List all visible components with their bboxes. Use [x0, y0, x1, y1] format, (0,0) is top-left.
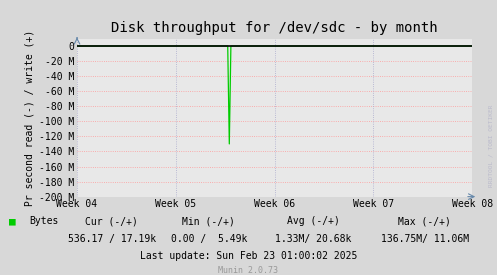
Text: 0.00 /  5.49k: 0.00 / 5.49k [170, 234, 247, 244]
Text: Munin 2.0.73: Munin 2.0.73 [219, 266, 278, 274]
Text: Last update: Sun Feb 23 01:00:02 2025: Last update: Sun Feb 23 01:00:02 2025 [140, 251, 357, 261]
Y-axis label: Pr second read (-) / write (+): Pr second read (-) / write (+) [25, 29, 35, 206]
Title: Disk throughput for /dev/sdc - by month: Disk throughput for /dev/sdc - by month [111, 21, 438, 35]
Text: Min (-/+): Min (-/+) [182, 216, 235, 226]
Text: 1.33M/ 20.68k: 1.33M/ 20.68k [275, 234, 351, 244]
Text: Avg (-/+): Avg (-/+) [287, 216, 339, 226]
Text: Cur (-/+): Cur (-/+) [85, 216, 138, 226]
Text: 536.17 / 17.19k: 536.17 / 17.19k [68, 234, 156, 244]
Text: ■: ■ [9, 216, 16, 226]
Text: RRDTOOL / TOBI OETIKER: RRDTOOL / TOBI OETIKER [488, 104, 493, 187]
Text: Bytes: Bytes [29, 216, 58, 226]
Text: 136.75M/ 11.06M: 136.75M/ 11.06M [381, 234, 469, 244]
Text: Max (-/+): Max (-/+) [399, 216, 451, 226]
